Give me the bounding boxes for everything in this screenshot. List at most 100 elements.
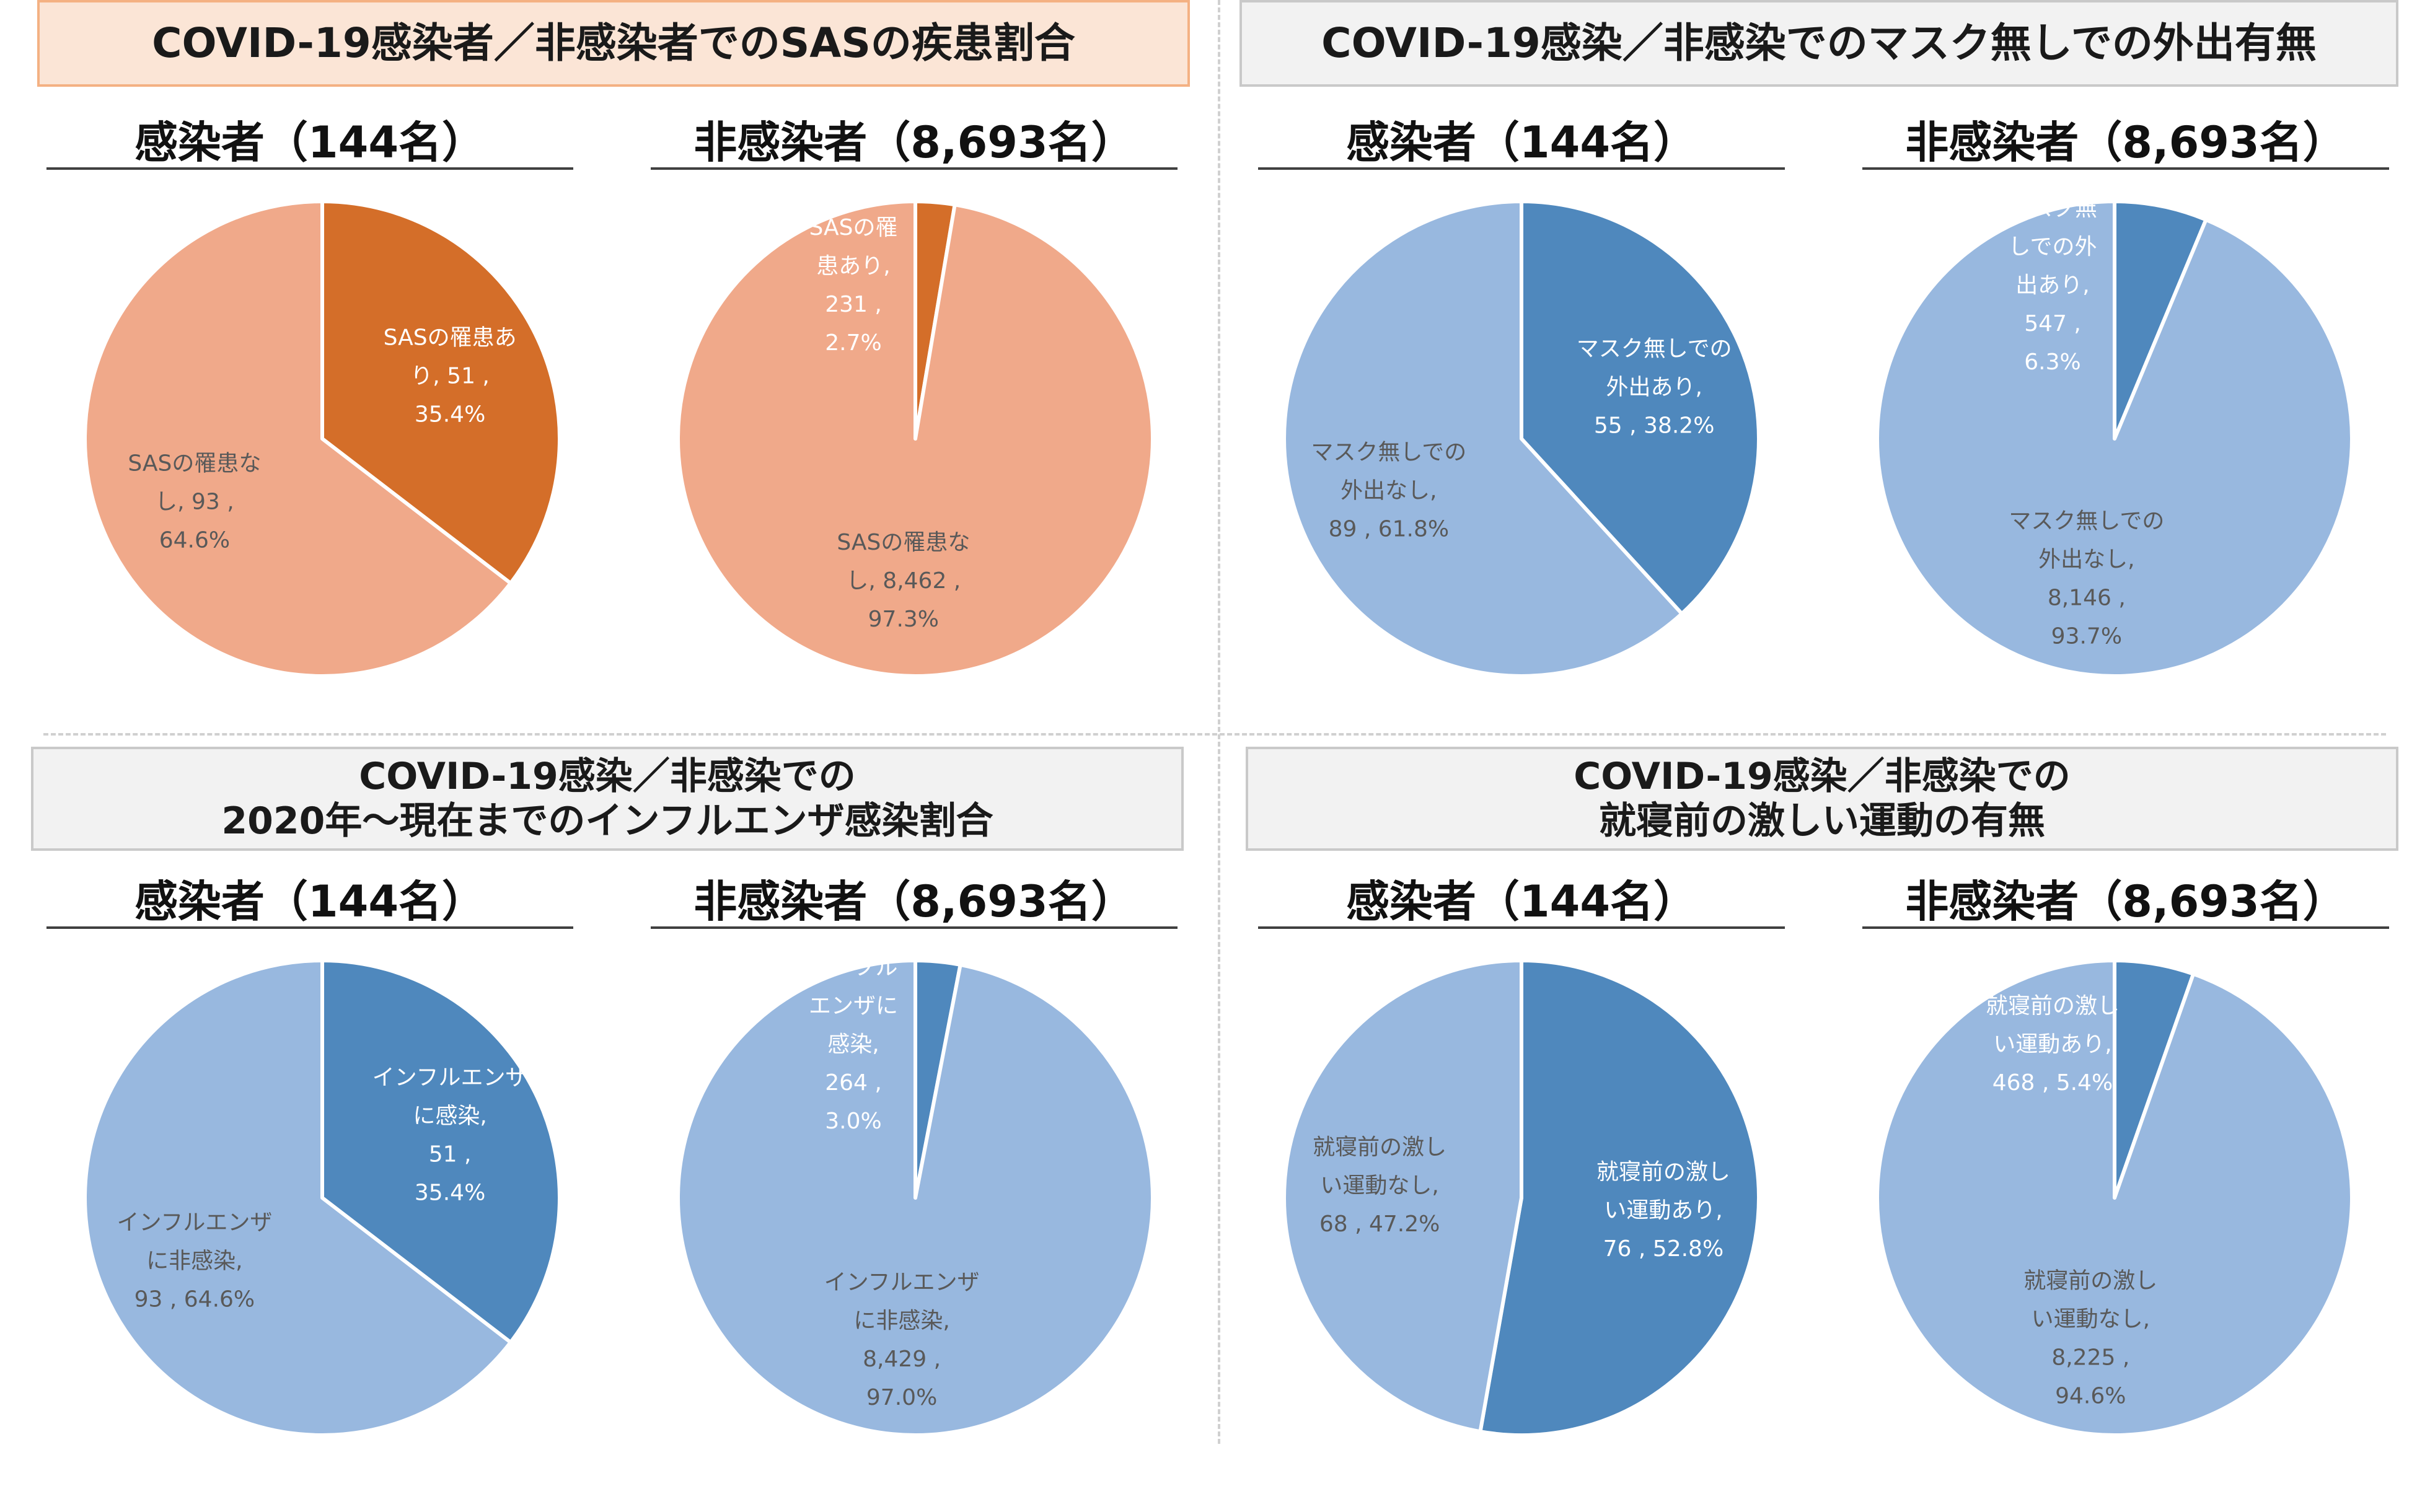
panel-title-line1: COVID-19感染／非感染でのマスク無しでの外出有無	[1321, 19, 2317, 68]
pie-slice-label-line: 231 ,	[825, 292, 882, 317]
pie-slice-1	[83, 200, 513, 678]
pie-slice-label-line: 外出なし,	[1341, 478, 1437, 503]
pie-slice-label-line: い運動あり,	[1993, 1032, 2111, 1057]
pie-slice-label-1: インフルエンザに非感染, 93 , 64.6%	[117, 1210, 272, 1312]
panel-title-line2: 2020年～現在までのインフルエンザ感染割合	[221, 799, 993, 843]
pie-slice-label-line: インフルエンザ	[372, 1065, 528, 1090]
pie-slice-label-line: 6.3%	[2024, 349, 2080, 375]
pie-slice-label-1: インフルエンザに非感染, 8,429 , 97.0%	[824, 1270, 980, 1410]
pie-slice-label-line: 93.7%	[2051, 623, 2122, 649]
pie-chart-sas-infected: SASの罹患あり, 51 , 35.4% SASの罹患なし, 93 , 64.6%	[83, 200, 561, 678]
pie-slice-label-line: 就寝前の激し	[2023, 1268, 2157, 1294]
pie-slice-label-0: 就寝前の激しい運動あり, 468 , 5.4%	[1986, 993, 2120, 1096]
pie-slice-label-line: 就寝前の激し	[1986, 993, 2120, 1019]
pie-slice-0	[1478, 959, 1761, 1437]
panel-title: COVID-19感染者／非感染者でのSASの疾患割合	[37, 0, 1190, 87]
pie-slice-label-line: い運動あり,	[1604, 1198, 1722, 1223]
pie-slice-label-0: SASの罹患あり, 51 , 35.4%	[384, 325, 517, 427]
pie-slice-label-line: い運動なし,	[2032, 1307, 2150, 1332]
noninfected-subtitle: 非感染者（8,693名）	[651, 877, 1178, 929]
panel-influenza: COVID-19感染／非感染での 2020年～現在までのインフルエンザ感染割合 …	[0, 747, 1202, 1466]
panel-title: COVID-19感染／非感染での 就寝前の激しい運動の有無	[1246, 747, 2398, 851]
pie-slice-label-line: SASの罹患あ	[384, 325, 517, 350]
pie-slice-label-line: 547 ,	[2024, 311, 2081, 336]
panel-title-line1: COVID-19感染／非感染での	[359, 755, 856, 798]
pie-slice-label-line: し, 8,462 ,	[846, 568, 961, 594]
infected-subtitle: 感染者（144名）	[46, 877, 573, 929]
pie-slice-label-1: SASの罹患なし, 8,462 , 97.3%	[837, 530, 970, 632]
pie-slice-label-1: マスク無しでの外出なし, 89 , 61.8%	[1311, 439, 1466, 542]
pie-slice-label-0: インフルエンザに感染, 51 , 35.4%	[372, 1065, 528, 1205]
pie-chart-exercise-infected: 就寝前の激しい運動あり, 76 , 52.8% 就寝前の激しい運動なし, 68 , 4…	[1282, 959, 1761, 1437]
pie-slice-label-line: 97.3%	[868, 607, 939, 632]
pie-slice-1	[1282, 959, 1523, 1434]
pie-slice-1	[1875, 200, 2354, 678]
pie-slice-label-line: し, 93 ,	[155, 490, 234, 515]
pie-slice-label-line: マスク無しでの	[2009, 508, 2164, 534]
panel-mask: COVID-19感染／非感染でのマスク無しでの外出有無 感染者（144名） 非感…	[1215, 0, 2417, 719]
pie-chart-influenza-infected: インフルエンザに感染, 51 , 35.4%インフルエンザに非感染, 93 , 64.…	[83, 959, 561, 1437]
pie-slice-1	[83, 959, 513, 1437]
pie-chart-influenza-noninfected: インフルエンザに感染, 264 , 3.0% インフルエンザに非感染, 8,429 , 9…	[676, 955, 1155, 1437]
pie-chart-sas-noninfected: SASの罹患あり, 231 , 2.7% SASの罹患なし, 8,462 , 97.3%	[676, 200, 1155, 678]
pie-slice-label-line: 8,225 ,	[2051, 1345, 2129, 1371]
pie-slice-label-line: インフルエンザ	[824, 1270, 980, 1295]
noninfected-subtitle: 非感染者（8,693名）	[1862, 877, 2389, 929]
pie-slice-label-line: 就寝前の激し	[1313, 1135, 1446, 1160]
pie-slice-1	[676, 959, 1155, 1437]
pie-slice-label-line: インフル	[809, 955, 898, 980]
pie-chart-mask-noninfected: マスク無しでの外出あり, 547 , 6.3% マスク無しでの外出なし, 8,146 ,…	[1875, 196, 2354, 678]
pie-slice-label-line: 35.4%	[415, 402, 485, 427]
pie-slice-label-line: 264 ,	[825, 1070, 882, 1096]
panel-title-line1: COVID-19感染／非感染での	[1574, 755, 2071, 798]
panel-title: COVID-19感染／非感染でのマスク無しでの外出有無	[1239, 0, 2398, 87]
pie-slice-label-line: 94.6%	[2055, 1384, 2126, 1409]
pie-slice-label-line: 患あり,	[816, 253, 890, 279]
pie-slice-label-line: 55 , 38.2%	[1594, 413, 1715, 439]
pie-slice-label-line: 97.0%	[866, 1385, 937, 1410]
pie-slice-label-line: に感染,	[413, 1103, 486, 1128]
pie-slice-label-line: 2.7%	[825, 330, 881, 356]
pie-slice-label-line: 468 , 5.4%	[1992, 1070, 2113, 1096]
pie-chart-exercise-noninfected: 就寝前の激しい運動あり, 468 , 5.4%就寝前の激しい運動なし, 8,225 …	[1875, 959, 2354, 1437]
pie-slice-label-line: マスク無しでの	[1311, 439, 1466, 465]
pie-slice-label-line: 93 , 64.6%	[134, 1287, 255, 1312]
pie-slice-0	[1520, 200, 1761, 616]
infected-subtitle: 感染者（144名）	[46, 118, 573, 170]
pie-slice-label-line: 51 ,	[429, 1141, 472, 1167]
pie-slice-label-line: に非感染,	[853, 1308, 949, 1334]
pie-slice-0	[320, 200, 561, 586]
pie-slice-label-line: 64.6%	[159, 528, 230, 553]
pie-slice-label-line: 出あり,	[2015, 273, 2089, 298]
pie-slice-0	[320, 959, 561, 1345]
noninfected-subtitle: 非感染者（8,693名）	[1862, 118, 2389, 170]
pie-slice-1	[676, 200, 1155, 678]
pie-slice-label-1: マスク無しでの外出なし, 8,146 , 93.7%	[2009, 508, 2164, 649]
horizontal-divider	[43, 733, 2386, 736]
panel-title-line1: COVID-19感染者／非感染者でのSASの疾患割合	[152, 19, 1075, 68]
pie-slice-label-0: 就寝前の激しい運動あり, 76 , 52.8%	[1596, 1159, 1730, 1262]
pie-slice-label-line: 8,429 ,	[863, 1347, 941, 1372]
pie-slice-label-1: 就寝前の激しい運動なし, 8,225 , 94.6%	[2023, 1268, 2157, 1409]
vertical-divider	[1218, 0, 1220, 1444]
pie-slice-label-line: 外出なし,	[2038, 547, 2134, 572]
pie-slice-label-line: SASの罹患な	[837, 530, 970, 555]
pie-slice-label-line: SASの罹	[809, 215, 898, 240]
pie-slice-label-line: マスク無しでの	[1577, 336, 1732, 362]
pie-slice-label-line: 3.0%	[825, 1109, 881, 1134]
pie-slice-label-line: に非感染,	[146, 1249, 242, 1274]
pie-slice-label-0: マスク無しでの外出あり, 547 , 6.3%	[2008, 196, 2097, 375]
pie-slice-label-line: SASの罹患な	[128, 451, 261, 477]
pie-slice-label-line: しでの外	[2009, 234, 2097, 260]
pie-slice-label-line: マスク無	[2008, 196, 2097, 221]
panel-title: COVID-19感染／非感染での 2020年～現在までのインフルエンザ感染割合	[31, 747, 1184, 851]
infected-subtitle: 感染者（144名）	[1258, 877, 1785, 929]
pie-slice-label-0: マスク無しでの外出あり, 55 , 38.2%	[1577, 336, 1732, 439]
pie-slice-label-line: い運動なし,	[1320, 1173, 1438, 1198]
pie-slice-label-line: 就寝前の激し	[1596, 1159, 1730, 1185]
pie-slice-label-1: SASの罹患なし, 93 , 64.6%	[128, 451, 261, 553]
pie-slice-label-0: SASの罹患あり, 231 , 2.7%	[809, 215, 898, 356]
pie-slice-label-line: 76 , 52.8%	[1603, 1236, 1724, 1262]
pie-slice-label-line: 68 , 47.2%	[1319, 1211, 1440, 1237]
pie-chart-mask-infected: マスク無しでの外出あり, 55 , 38.2% マスク無しでの外出なし, 89 , 6…	[1282, 200, 1761, 678]
